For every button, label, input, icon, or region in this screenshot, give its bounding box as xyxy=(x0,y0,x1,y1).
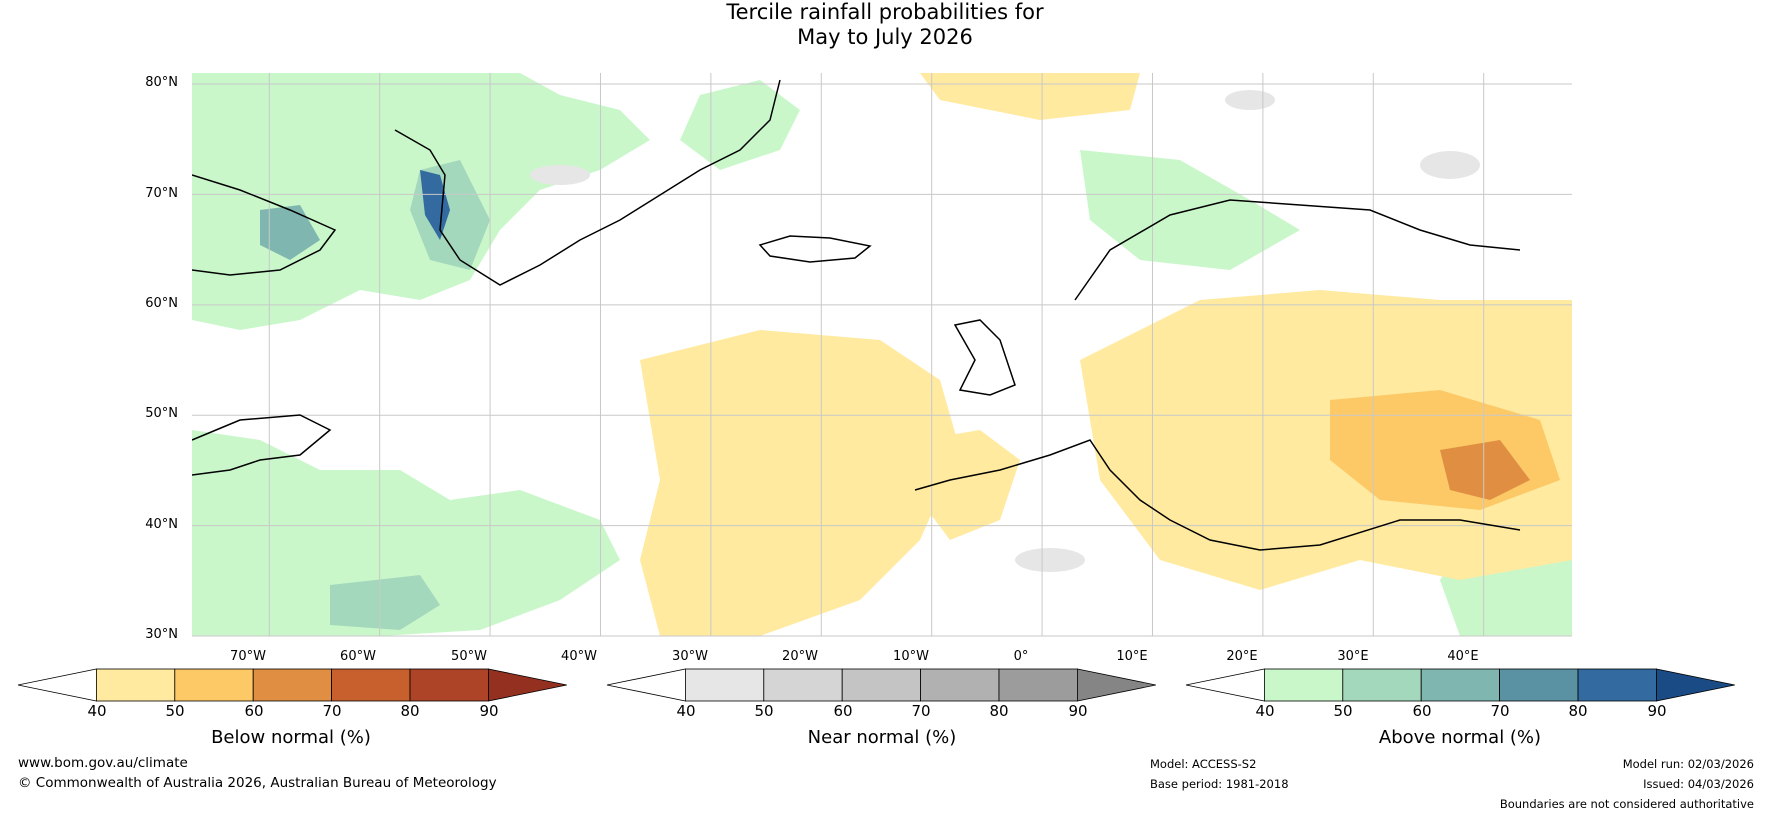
above-tick-70: 70 xyxy=(1490,702,1510,720)
lat-tick-30n: 30°N xyxy=(145,627,178,642)
below-colorbar-segment xyxy=(331,668,411,702)
near-normal-patch xyxy=(530,165,590,185)
above-tick-40: 40 xyxy=(1255,702,1275,720)
below-normal-region-atlantic xyxy=(640,330,960,636)
above-colorbar-segment xyxy=(1577,668,1657,702)
greenland-coast xyxy=(394,79,781,286)
lon-tick-40e: 40°E xyxy=(1447,649,1479,664)
near-normal-patch xyxy=(1225,90,1275,110)
lat-tick-40n: 40°N xyxy=(145,517,178,532)
coastlines xyxy=(192,79,1521,551)
below-normal-region-iberia xyxy=(920,430,1020,540)
below-colorbar-segment xyxy=(174,668,254,702)
lon-tick-30e: 30°E xyxy=(1337,649,1369,664)
below-colorbar-segment xyxy=(252,668,332,702)
below-normal-region-arctic-strip xyxy=(920,73,1140,120)
above-colorbar-segment xyxy=(1499,668,1579,702)
footer-issued: Issued: 04/03/2026 xyxy=(1643,777,1754,791)
title-line-2: May to July 2026 xyxy=(797,25,973,49)
near-colorbar-segment xyxy=(998,668,1078,702)
above-colorbar-upper-arrow xyxy=(1656,668,1735,702)
lon-tick-0: 0° xyxy=(1013,649,1029,664)
lon-tick-30w: 30°W xyxy=(672,649,708,664)
below-normal-region-europe-east xyxy=(1080,290,1572,590)
title-line-1: Tercile rainfall probabilities for xyxy=(726,0,1044,24)
lat-tick-70n: 70°N xyxy=(145,186,178,201)
above-normal-region-newfoundland-60 xyxy=(330,575,440,630)
lat-tick-80n: 80°N xyxy=(145,75,178,90)
near-tick-90: 90 xyxy=(1068,702,1088,720)
scandinavia-coast xyxy=(1074,199,1521,301)
lon-tick-20e: 20°E xyxy=(1226,649,1258,664)
lon-tick-60w: 60°W xyxy=(340,649,376,664)
above-tick-60: 60 xyxy=(1412,702,1432,720)
near-tick-40: 40 xyxy=(676,702,696,720)
below-colorbar-segment xyxy=(409,668,489,702)
iceland-coast xyxy=(758,235,872,263)
british-isles-coast xyxy=(953,319,1016,396)
below-tick-80: 80 xyxy=(400,702,420,720)
above-colorbar-segment xyxy=(1264,668,1344,702)
below-title: Below normal (%) xyxy=(211,727,371,748)
below-tick-40: 40 xyxy=(87,702,107,720)
lon-tick-50w: 50°W xyxy=(451,649,487,664)
footer-model: Model: ACCESS-S2 xyxy=(1150,757,1257,771)
below-tick-90: 90 xyxy=(479,702,499,720)
colorbars xyxy=(17,668,1735,702)
above-title: Above normal (%) xyxy=(1378,727,1542,748)
near-colorbar-segment xyxy=(685,668,765,702)
lat-tick-60n: 60°N xyxy=(145,296,178,311)
labrador-coast xyxy=(192,414,332,476)
above-normal-region-baffin-70 xyxy=(260,205,320,260)
lon-tick-20w: 20°W xyxy=(782,649,818,664)
below-colorbar-segment xyxy=(96,668,176,702)
above-colorbar-segment xyxy=(1420,668,1500,702)
near-colorbar-segment xyxy=(920,668,1000,702)
footer-disclaimer: Boundaries are not considered authoritat… xyxy=(1499,797,1754,811)
lon-tick-10e: 10°E xyxy=(1116,649,1148,664)
above-tick-90: 90 xyxy=(1647,702,1667,720)
graticule xyxy=(192,73,1572,637)
footer-copyright: © Commonwealth of Australia 2026, Austra… xyxy=(18,775,497,791)
near-colorbar-segment xyxy=(763,668,843,702)
near-colorbar-upper-arrow xyxy=(1077,668,1156,702)
near-normal-patch xyxy=(1420,151,1480,179)
above-tick-50: 50 xyxy=(1333,702,1353,720)
lon-tick-10w: 10°W xyxy=(893,649,929,664)
below-normal-region-black-sea-70 xyxy=(1440,440,1530,500)
below-colorbar-lower-arrow xyxy=(17,668,97,702)
footer-url[interactable]: www.bom.gov.au/climate xyxy=(18,755,188,771)
europe-coast xyxy=(914,439,1521,551)
near-colorbar-segment xyxy=(841,668,922,702)
above-normal-region-labrador xyxy=(192,430,620,636)
footer-base-period: Base period: 1981-2018 xyxy=(1150,777,1289,791)
lon-tick-70w: 70°W xyxy=(230,649,266,664)
near-title: Near normal (%) xyxy=(807,727,957,748)
below-tick-60: 60 xyxy=(244,702,264,720)
near-tick-70: 70 xyxy=(911,702,931,720)
lat-tick-50n: 50°N xyxy=(145,406,178,421)
footer-model-run: Model run: 02/03/2026 xyxy=(1622,757,1754,771)
below-tick-70: 70 xyxy=(322,702,342,720)
near-tick-80: 80 xyxy=(989,702,1009,720)
below-tick-50: 50 xyxy=(165,702,185,720)
near-colorbar-lower-arrow xyxy=(606,668,686,702)
baffin-coast xyxy=(192,174,337,276)
near-tick-50: 50 xyxy=(754,702,774,720)
above-colorbar-lower-arrow xyxy=(1185,668,1265,702)
above-normal-region-north-atlantic xyxy=(680,80,800,170)
below-colorbar-upper-arrow xyxy=(487,668,567,702)
near-tick-60: 60 xyxy=(833,702,853,720)
near-normal-patch xyxy=(1015,548,1085,572)
chart-title: Tercile rainfall probabilities for May t… xyxy=(0,0,1770,50)
lon-tick-40w: 40°W xyxy=(561,649,597,664)
above-normal-region-greenland-coast-80 xyxy=(420,170,450,240)
above-colorbar-segment xyxy=(1342,668,1422,702)
above-tick-80: 80 xyxy=(1568,702,1588,720)
